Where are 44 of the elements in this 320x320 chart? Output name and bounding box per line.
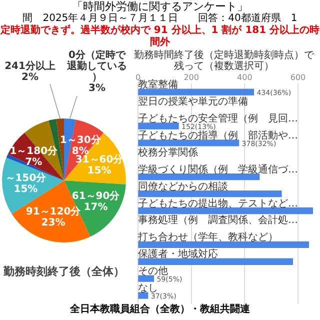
x-tick-label: 400 xyxy=(237,72,252,82)
y-tick-label: 子どもたちの安全管理（例 見回… xyxy=(138,112,298,124)
data-label: 3% xyxy=(88,83,106,94)
data-label: 17% xyxy=(84,202,108,214)
bar xyxy=(138,258,293,265)
y-tick-label: 打ち合わせ（学年、教科など） xyxy=(137,231,278,244)
data-label: 23% xyxy=(41,218,66,229)
slice-label: 241分以上 xyxy=(4,60,56,72)
bar xyxy=(138,207,313,214)
y-tick-label: 教室整備 xyxy=(138,78,178,91)
chart-title: 勤務時間終了後（定時退勤時刻時点）で残って（複数選択可） xyxy=(133,50,315,72)
y-tick-label: 保護者・地域対応 xyxy=(138,248,218,260)
bar xyxy=(138,140,240,146)
bar xyxy=(138,292,148,299)
y-tick-label: 翌日の授業や単元の準備 xyxy=(138,96,248,108)
y-tick-label: 子どもたちの提出物、テストなど… xyxy=(138,197,298,210)
text: 「時間外労働に関するアンケート」 xyxy=(72,0,248,13)
slice-label: ～150分 xyxy=(5,172,48,184)
y-tick-label: 子どもたちの指導（例 部活動や… xyxy=(138,129,298,142)
slice-label: 31～60分 xyxy=(75,153,124,166)
bar xyxy=(138,88,254,96)
data-label: 2% xyxy=(22,72,38,84)
text: 定時退勤できず。過半数が校内で 91 分以上、1 割が 181 分以上の時間外 xyxy=(0,25,320,49)
bar xyxy=(138,122,179,130)
data-label: 7% xyxy=(25,157,42,168)
y-tick-label: なし xyxy=(138,283,158,294)
bar xyxy=(138,241,309,248)
y-tick-label: その他 xyxy=(138,265,168,278)
annotation: 全日本教職員組合（全教）・教組共闘連 xyxy=(69,304,251,316)
y-tick-label: 校務分掌関係 xyxy=(137,146,198,158)
text: 間 2025年４月９日～７月１１日 回答：40都道府県 1 xyxy=(22,13,298,24)
text: 勤務時刻終了後（全体） xyxy=(4,265,124,278)
slice-label: 61～90分 xyxy=(72,190,121,202)
data-label: 15% xyxy=(14,184,38,196)
y-tick-label: 事務処理（例 調査関係、会計処… xyxy=(138,214,298,226)
bar xyxy=(138,275,154,282)
x-tick-label: 200 xyxy=(184,72,199,82)
bar xyxy=(138,190,282,198)
bar xyxy=(138,174,260,180)
data-label: 15% xyxy=(87,165,112,176)
y-tick-label: 同僚などからの相談 xyxy=(138,180,228,192)
x-tick-label: 600 xyxy=(290,72,306,82)
y-tick-label: 学級づくり関係（例 学級通信づ… xyxy=(138,163,298,176)
slice-label: 1～180分 xyxy=(10,145,59,158)
